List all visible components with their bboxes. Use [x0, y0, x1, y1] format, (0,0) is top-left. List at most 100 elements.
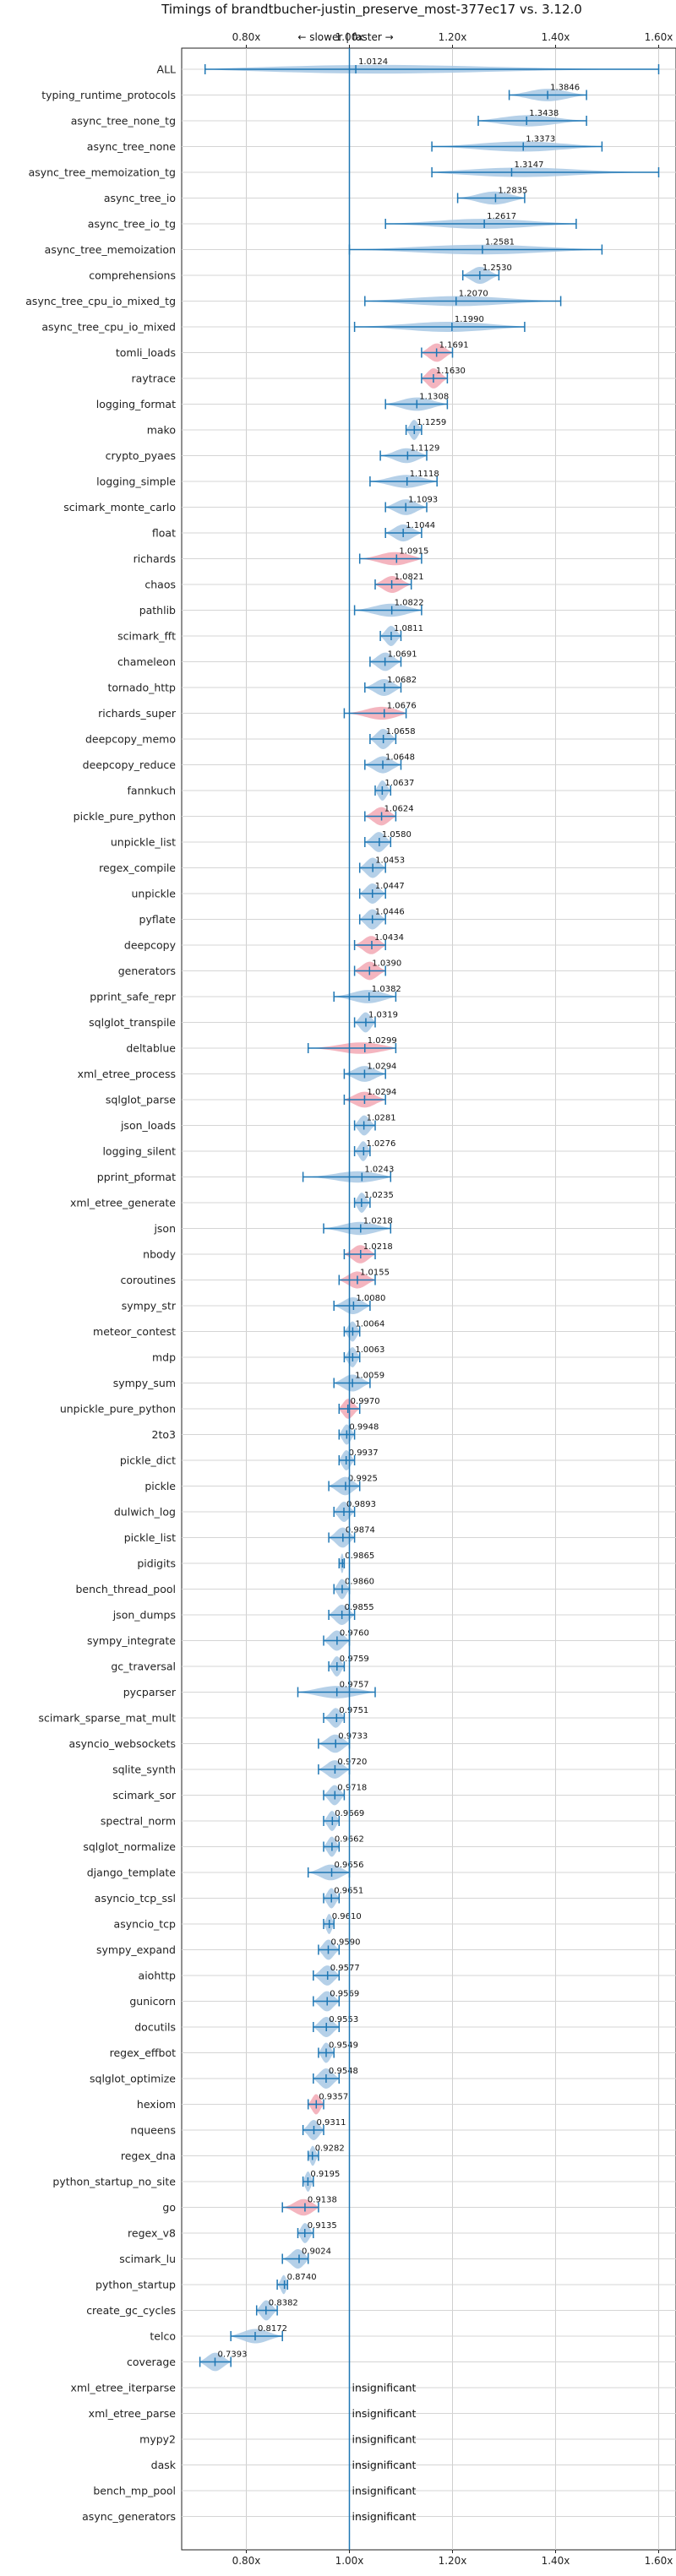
benchmark-row: gunicorn 0.9569 [129, 1990, 676, 2012]
benchmark-row: pickle 0.9925 [144, 1475, 676, 1496]
benchmark-name: coverage [127, 2356, 176, 2368]
benchmark-name: gc_traversal [111, 1660, 176, 1673]
benchmark-name: pickle_dict [120, 1454, 176, 1467]
value-label: 0.9760 [340, 1629, 369, 1639]
benchmark-row: pyflate 1.0446 [139, 908, 676, 930]
benchmark-row: comprehensions 1.2530 [89, 264, 676, 284]
benchmark-name: pyflate [139, 913, 177, 926]
benchmark-row: regex_compile 1.0453 [99, 856, 676, 878]
value-label: 1.0821 [395, 573, 424, 582]
benchmark-row: create_gc_cycles 0.8382 [86, 2299, 676, 2321]
direction-label: ← slower | faster → [297, 31, 393, 43]
benchmark-row: unpickle 1.0447 [131, 882, 676, 904]
benchmark-row: pprint_pformat 1.0243 [97, 1166, 676, 1183]
value-label: 0.9720 [337, 1758, 367, 1767]
benchmark-name: bench_mp_pool [93, 2485, 176, 2497]
benchmark-row: async_tree_memoization 1.2581 [45, 238, 676, 256]
benchmark-row: django_template0.9656 [87, 1861, 676, 1881]
value-label: 0.9759 [340, 1655, 369, 1664]
benchmark-row: mdp 1.0063 [152, 1345, 676, 1367]
benchmark-row: xml_etree_iterparse insignificant [70, 2382, 676, 2394]
benchmark-name: pprint_pformat [97, 1171, 176, 1183]
value-label: 0.8740 [287, 2273, 317, 2282]
value-label: 0.7393 [217, 2350, 247, 2360]
value-label: 1.2617 [487, 212, 516, 221]
value-label: 0.9549 [329, 2041, 358, 2051]
value-label: 0.9195 [310, 2170, 340, 2179]
value-label: 1.0155 [360, 1269, 390, 1278]
value-label: 1.3846 [550, 84, 580, 93]
chart-title: Timings of brandtbucher-justin_preserve_… [161, 2, 582, 18]
benchmark-row: async_tree_memoization_tg 1.3147 [29, 160, 676, 179]
value-label: 0.9855 [345, 1603, 374, 1612]
value-label: 1.0658 [386, 727, 416, 736]
benchmark-name: mako [147, 424, 176, 437]
value-label: 1.0682 [387, 676, 417, 685]
benchmark-name: scimark_monte_carlo [63, 501, 176, 514]
benchmark-name: pathlib [139, 604, 176, 617]
value-label: 1.0276 [366, 1139, 395, 1149]
benchmark-name: sqlglot_parse [106, 1094, 176, 1106]
benchmark-name: aiohttp [139, 1970, 177, 1982]
value-label: 1.2070 [459, 290, 488, 299]
benchmark-name: pprint_safe_repr [90, 991, 177, 1003]
benchmark-name: dask [151, 2459, 177, 2471]
insignificant-label: insignificant [352, 2485, 417, 2497]
benchmark-name: meteor_contest [93, 1325, 176, 1338]
benchmark-row: raytrace 1.1630 [132, 367, 676, 389]
insignificant-label: insignificant [352, 2382, 417, 2394]
value-label: 1.2581 [485, 238, 515, 247]
benchmark-row: unpickle_pure_python 0.9970 [60, 1397, 676, 1419]
benchmark-name: chameleon [117, 655, 176, 668]
value-label: 1.0124 [358, 57, 388, 67]
benchmark-row: dask insignificant [151, 2459, 676, 2471]
value-label: 0.9357 [319, 2093, 348, 2102]
benchmark-name: regex_dna [121, 2149, 176, 2162]
benchmark-name: async_tree_cpu_io_mixed_tg [25, 295, 176, 307]
benchmark-row: deepcopy_reduce 1.0648 [83, 753, 676, 774]
benchmark-name: json [153, 1222, 176, 1235]
tick-label-top: 1.60x [645, 31, 673, 43]
value-label: 1.0294 [367, 1088, 396, 1097]
value-label: 1.0080 [356, 1294, 385, 1303]
benchmark-name: sqlglot_transpile [89, 1016, 176, 1029]
benchmark-row: deepcopy_memo 1.0658 [85, 727, 676, 749]
value-label: 0.9138 [308, 2196, 337, 2205]
tick-label-bottom: 1.40x [542, 2555, 570, 2567]
benchmark-name: python_startup [95, 2279, 176, 2291]
benchmark-row: fannkuch 1.0637 [128, 779, 676, 801]
benchmark-name: deepcopy_memo [85, 733, 176, 746]
value-label: 0.9860 [345, 1578, 374, 1587]
benchmark-name: crypto_pyaes [106, 449, 176, 462]
benchmark-row: nbody 1.0218 [143, 1242, 676, 1264]
benchmark-name: sympy_sum [113, 1377, 176, 1389]
value-label: 1.0447 [375, 882, 405, 891]
benchmark-name: pickle [144, 1480, 176, 1492]
value-label: 1.0390 [372, 959, 401, 969]
insignificant-label: insignificant [352, 2407, 417, 2420]
benchmark-row: xml_etree_parse insignificant [89, 2407, 676, 2420]
value-label: 1.0580 [382, 830, 412, 840]
tick-label-bottom: 0.80x [232, 2555, 261, 2567]
value-label: 1.0319 [368, 1011, 398, 1020]
benchmark-row: python_startup 0.8740 [95, 2273, 676, 2295]
benchmark-name: asyncio_websockets [68, 1737, 176, 1750]
benchmark-row: deltablue 1.0299 [126, 1036, 676, 1055]
benchmark-name: nqueens [130, 2124, 176, 2137]
benchmark-name: async_tree_cpu_io_mixed [41, 321, 176, 334]
benchmark-row: nqueens 0.9311 [130, 2118, 676, 2140]
benchmark-name: go [162, 2201, 176, 2214]
value-label: 1.1129 [410, 444, 439, 454]
value-label: 1.0243 [364, 1166, 394, 1175]
benchmark-row: chaos 1.0821 [144, 573, 676, 593]
value-label: 1.1118 [410, 470, 439, 479]
benchmark-name: python_startup_no_site [52, 2176, 176, 2188]
benchmark-row: logging_format 1.1308 [96, 393, 676, 411]
benchmark-row: dulwich_log 0.9893 [114, 1500, 676, 1522]
value-label: 1.0059 [355, 1372, 384, 1381]
benchmark-name: generators [118, 965, 176, 977]
benchmark-row: 2to3 0.9948 [152, 1423, 676, 1445]
benchmark-row: telco 0.8172 [150, 2324, 676, 2344]
benchmark-name: scimark_sor [112, 1789, 176, 1802]
